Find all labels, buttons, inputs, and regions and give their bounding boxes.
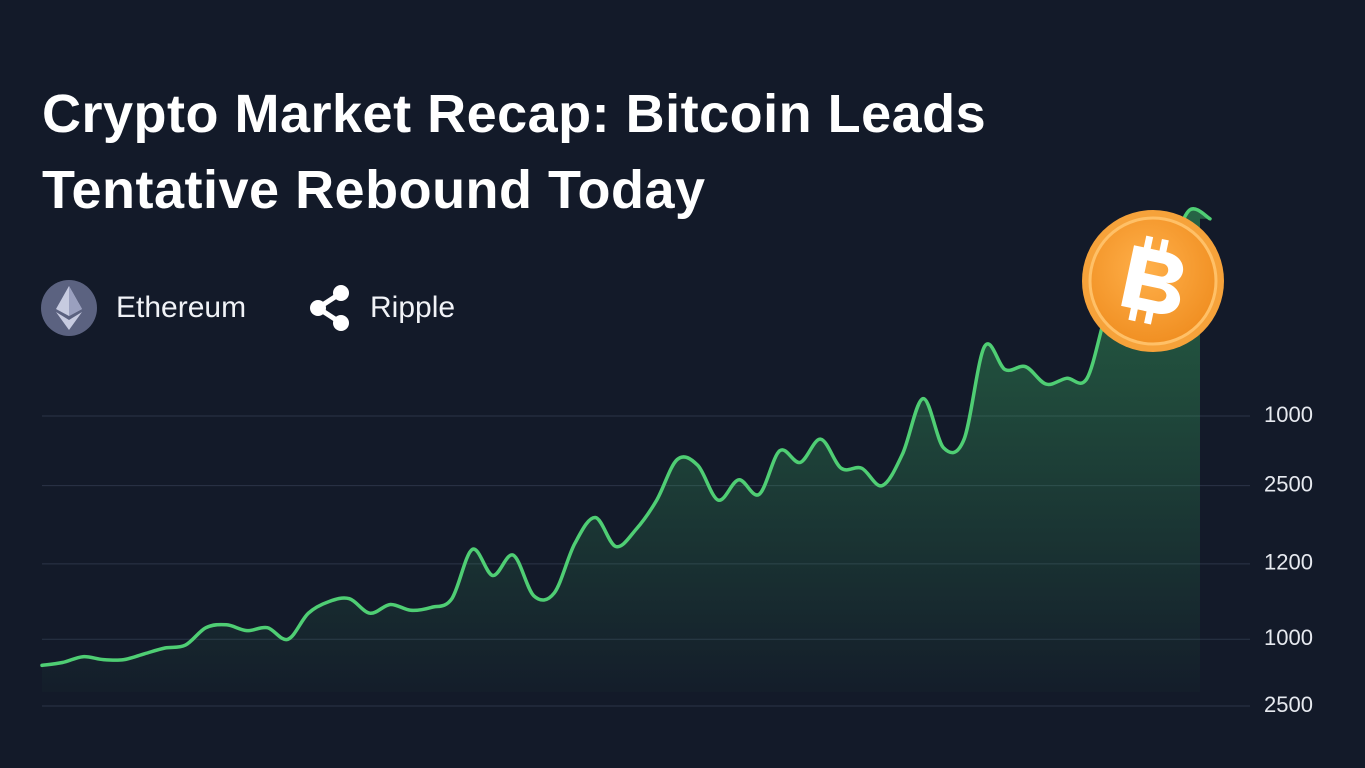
bitcoin-icon [1082, 210, 1224, 352]
chart-title: Crypto Market Recap: Bitcoin Leads Tenta… [42, 84, 987, 220]
y-tick-label: 1000 [1264, 402, 1313, 427]
y-tick-label: 1200 [1264, 550, 1313, 575]
area [42, 208, 1210, 692]
y-tick-label: 2500 [1264, 692, 1313, 717]
ethereum-icon [41, 280, 97, 336]
legend-label: Ethereum [116, 291, 246, 324]
ripple-icon [310, 285, 349, 331]
y-tick-label: 2500 [1264, 471, 1313, 496]
y-tick-label: 1000 [1264, 625, 1313, 650]
legend-label: Ripple [370, 291, 455, 324]
line [40, 207, 1212, 668]
